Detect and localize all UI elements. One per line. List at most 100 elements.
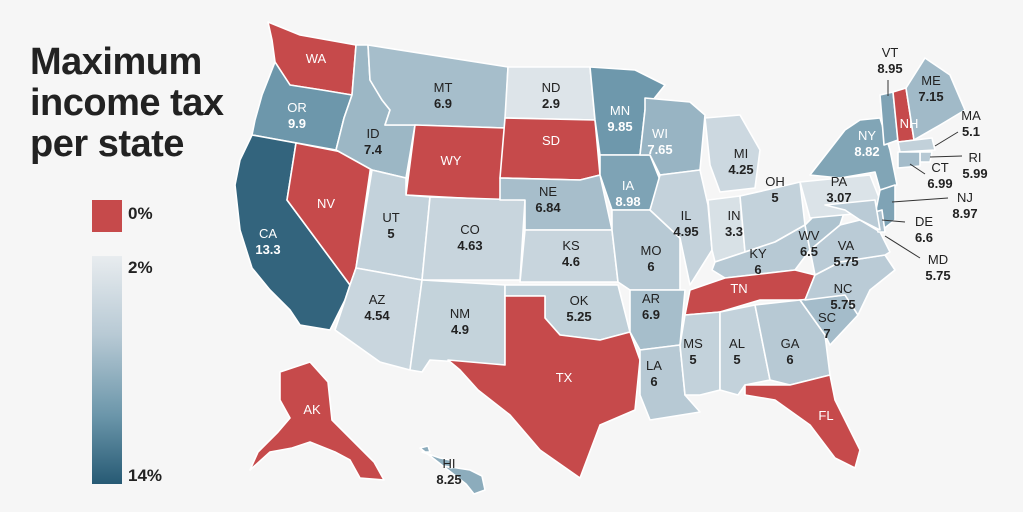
state-tax-value: 7 [823, 326, 830, 341]
state-label-nh: NH [900, 116, 919, 131]
state-abbr: WI [652, 126, 668, 141]
state-label-ny: NY 8.82 [854, 128, 879, 159]
state-tax-value: 5.25 [566, 309, 591, 324]
state-tax-value: 9.85 [607, 119, 632, 134]
state-label-or: OR 9.9 [287, 100, 307, 131]
legend-min-label: 2% [128, 258, 153, 277]
state-tx [447, 295, 641, 479]
state-tax-value: 6 [786, 352, 793, 367]
leader-line-md [884, 235, 921, 259]
state-label-az: AZ 4.54 [364, 292, 390, 323]
state-abbr: MN [610, 103, 630, 118]
state-abbr: AL [729, 336, 745, 351]
state-label-oh: OH 5 [765, 174, 785, 205]
state-label-sd: SD [542, 133, 560, 148]
state-tax-value: 4.95 [673, 224, 698, 239]
state-tax-value: 6 [650, 374, 657, 389]
state-tax-value: 3.3 [725, 224, 743, 239]
state-tax-value: 7.15 [918, 89, 943, 104]
state-label-fl: FL [818, 408, 833, 423]
state-tax-value: 5.75 [830, 297, 855, 312]
state-abbr: WV [799, 228, 820, 243]
state-abbr: UT [382, 210, 399, 225]
state-tax-value: 6 [754, 262, 761, 277]
state-abbr: MA [961, 108, 981, 123]
state-abbr: WY [441, 153, 462, 168]
state-label-mo: MO 6 [641, 243, 662, 274]
state-abbr: SD [542, 133, 560, 148]
states-layer [234, 21, 966, 495]
state-tax-value: 4.6 [562, 254, 580, 269]
state-label-ne: NE 6.84 [535, 184, 561, 215]
state-abbr: IA [622, 178, 635, 193]
state-abbr: MS [683, 336, 703, 351]
state-label-al: AL 5 [729, 336, 745, 367]
state-abbr: AZ [369, 292, 386, 307]
state-tax-value: 9.9 [288, 116, 306, 131]
state-abbr: LA [646, 358, 662, 373]
state-abbr: TX [556, 370, 573, 385]
map-title: Maximum income tax per state [30, 42, 224, 165]
state-label-ga: GA 6 [781, 336, 800, 367]
state-abbr: OR [287, 100, 307, 115]
leader-line-ri [929, 155, 963, 158]
state-mi [704, 114, 761, 193]
state-label-ma: MA 5.1 [961, 108, 981, 139]
legend-max-label: 14% [128, 466, 163, 485]
state-abbr: TN [730, 281, 747, 296]
state-tax-value: 4.9 [451, 322, 469, 337]
state-tax-value: 6.84 [535, 200, 561, 215]
state-label-ky: KY 6 [749, 246, 767, 277]
title-line-3: per state [30, 123, 184, 165]
legend-gradient-bar [92, 256, 122, 484]
state-ak [249, 361, 385, 481]
state-label-va: VA 5.75 [833, 238, 858, 269]
state-abbr: AR [642, 291, 660, 306]
state-abbr: NY [858, 128, 876, 143]
state-tax-value: 6.9 [642, 307, 660, 322]
title-line-1: Maximum [30, 41, 202, 83]
state-label-wi: WI 7.65 [647, 126, 672, 157]
state-abbr: NC [834, 281, 853, 296]
state-tax-value: 5.75 [925, 268, 950, 283]
state-tax-value: 3.07 [826, 190, 851, 205]
state-label-ok: OK 5.25 [566, 293, 591, 324]
state-label-il: IL 4.95 [673, 208, 698, 239]
state-label-mt: MT 6.9 [434, 80, 453, 111]
state-label-nj: NJ 8.97 [952, 190, 977, 221]
state-abbr: RI [969, 150, 982, 165]
state-abbr: MO [641, 243, 662, 258]
state-tax-value: 8.25 [436, 472, 461, 487]
state-tax-value: 4.54 [364, 308, 390, 323]
state-abbr: DE [915, 214, 933, 229]
state-abbr: NV [317, 196, 335, 211]
state-label-ut: UT 5 [382, 210, 399, 241]
state-tax-value: 5.75 [833, 254, 858, 269]
state-tax-value: 7.65 [647, 142, 672, 157]
state-tax-value: 2.9 [542, 96, 560, 111]
state-hi [419, 445, 486, 495]
state-tax-value: 8.95 [877, 61, 902, 76]
state-abbr: ID [367, 126, 380, 141]
state-ms [679, 311, 721, 396]
state-tax-value: 8.97 [952, 206, 977, 221]
state-abbr: GA [781, 336, 800, 351]
leader-lines [881, 80, 963, 259]
state-tax-value: 6.5 [800, 244, 818, 259]
title-line-2: income tax [30, 82, 224, 124]
state-tax-value: 7.4 [364, 142, 383, 157]
state-abbr: IL [681, 208, 692, 223]
state-label-hi: HI 8.25 [436, 456, 461, 487]
state-label-ak: AK [303, 402, 321, 417]
state-abbr: CO [460, 222, 480, 237]
state-label-vt: VT 8.95 [877, 45, 902, 76]
state-label-id: ID 7.4 [364, 126, 383, 157]
state-label-sc: SC 7 [818, 310, 836, 341]
state-tax-value: 5 [771, 190, 778, 205]
state-abbr: NM [450, 306, 470, 321]
state-label-nc: NC 5.75 [830, 281, 855, 312]
state-abbr: AK [303, 402, 321, 417]
state-label-ca: CA 13.3 [255, 226, 280, 257]
state-abbr: MD [928, 252, 948, 267]
